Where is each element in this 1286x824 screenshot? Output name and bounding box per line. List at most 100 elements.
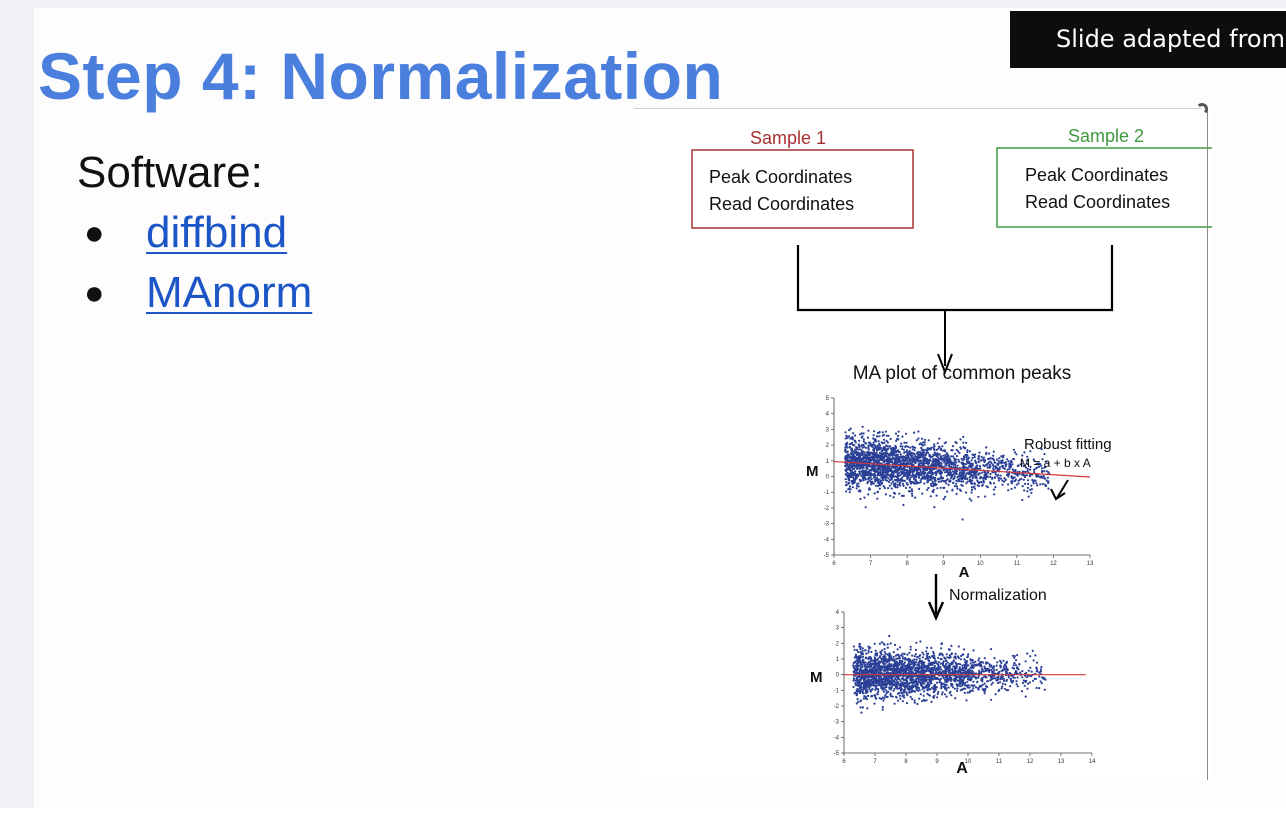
data-point: [1037, 465, 1040, 468]
data-point: [895, 457, 898, 460]
diffbind-link[interactable]: diffbind: [146, 208, 288, 257]
data-point: [1035, 475, 1038, 478]
data-point: [866, 465, 869, 468]
data-point: [995, 668, 998, 671]
data-point: [852, 453, 855, 456]
data-point: [953, 667, 956, 670]
data-point: [895, 439, 898, 442]
data-point: [879, 456, 882, 459]
data-point: [892, 496, 895, 499]
fit-arrow-line: [1056, 479, 1069, 499]
data-point: [908, 460, 911, 463]
data-point: [867, 685, 870, 688]
data-point: [861, 663, 864, 667]
manorm-link[interactable]: MAnorm: [146, 268, 313, 317]
data-point: [875, 452, 878, 455]
data-point: [989, 472, 992, 476]
data-point: [882, 680, 885, 683]
data-point: [901, 700, 904, 703]
data-point: [951, 449, 954, 452]
data-point: [889, 667, 893, 671]
data-point: [899, 445, 902, 448]
data-point: [960, 457, 963, 460]
data-point: [949, 470, 952, 473]
data-point: [980, 665, 983, 668]
data-point: [961, 653, 964, 656]
data-point: [937, 690, 940, 694]
data-point: [970, 488, 974, 491]
data-point: [934, 458, 937, 461]
data-point: [936, 696, 939, 699]
data-point: [847, 456, 850, 459]
data-point: [897, 653, 900, 657]
data-point: [908, 651, 911, 654]
data-point: [893, 643, 897, 647]
data-point: [1029, 488, 1032, 491]
data-point: [991, 681, 994, 684]
data-point: [916, 471, 919, 474]
data-point: [991, 463, 994, 466]
data-point: [943, 465, 946, 468]
data-point: [872, 683, 875, 686]
data-point: [862, 457, 865, 460]
data-point: [922, 441, 925, 444]
data-point: [957, 656, 960, 660]
data-point: [926, 488, 929, 491]
data-point: [954, 697, 957, 700]
data-point: [880, 458, 883, 461]
data-point: [857, 671, 860, 675]
data-point: [876, 474, 879, 477]
data-point: [921, 688, 924, 691]
data-point: [845, 464, 848, 467]
data-point: [945, 687, 948, 690]
data-point: [984, 687, 987, 691]
data-point: [929, 688, 932, 691]
data-point: [909, 658, 912, 662]
data-point: [936, 442, 939, 445]
data-point: [947, 664, 950, 667]
data-point: [925, 652, 929, 655]
data-point: [958, 667, 961, 670]
data-point: [880, 683, 883, 686]
data-point: [1027, 482, 1030, 485]
data-point: [906, 477, 909, 480]
data-point: [1030, 670, 1033, 673]
data-point: [885, 452, 888, 455]
data-point: [1029, 655, 1032, 658]
data-point: [846, 471, 849, 475]
data-point: [876, 435, 879, 438]
data-point: [937, 656, 940, 659]
data-point: [881, 434, 884, 437]
data-point: [878, 656, 881, 659]
data-point: [1029, 666, 1032, 669]
data-point: [961, 664, 964, 667]
data-point: [946, 667, 949, 670]
data-point: [878, 466, 881, 469]
fit-line: [833, 460, 1091, 478]
data-point: [890, 487, 893, 490]
data-point: [890, 465, 893, 469]
data-point: [895, 661, 898, 664]
data-point: [900, 479, 903, 483]
data-point: [859, 497, 862, 501]
data-point: [898, 481, 901, 484]
data-point: [948, 654, 951, 657]
data-point: [861, 655, 864, 659]
data-point: [990, 676, 993, 679]
data-point: [994, 467, 997, 470]
data-point: [1003, 461, 1006, 464]
data-point: [1004, 478, 1007, 481]
data-point: [1009, 677, 1012, 681]
data-point: [1039, 462, 1042, 466]
data-point: [968, 497, 971, 500]
data-point: [876, 692, 879, 695]
data-point: [869, 685, 872, 688]
data-point: [886, 456, 889, 459]
data-point: [875, 684, 878, 687]
data-point: [1030, 675, 1033, 678]
data-point: [914, 461, 917, 464]
data-point: [857, 485, 860, 488]
data-point: [977, 472, 980, 475]
data-point: [910, 459, 913, 462]
data-point: [913, 478, 916, 481]
